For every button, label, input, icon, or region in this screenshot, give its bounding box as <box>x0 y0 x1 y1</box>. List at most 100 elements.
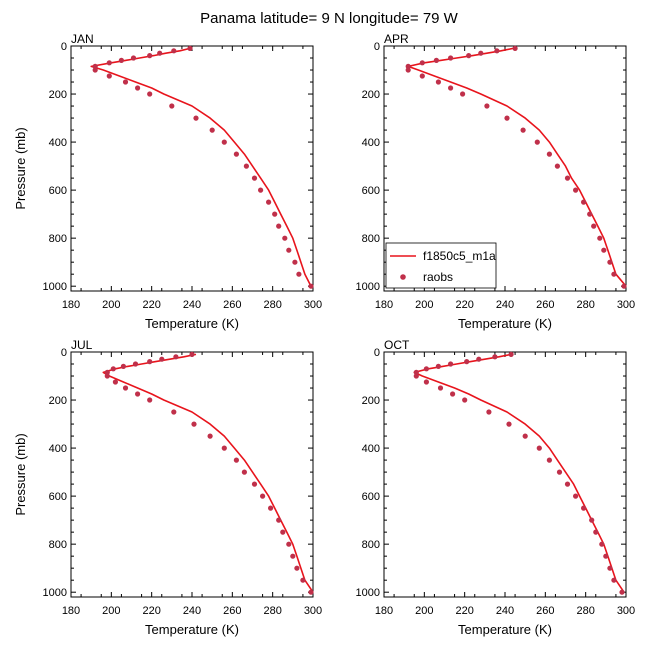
y-tick-label: 200 <box>49 89 67 101</box>
obs-point <box>147 53 153 59</box>
y-tick-label: 600 <box>362 185 380 197</box>
x-tick-label: 280 <box>576 605 594 617</box>
obs-point <box>484 103 490 109</box>
x-tick-label: 200 <box>102 299 120 311</box>
obs-point <box>478 50 484 56</box>
y-tick-label: 200 <box>362 395 380 407</box>
y-tick-label: 400 <box>362 137 380 149</box>
obs-point <box>573 493 579 499</box>
obs-point <box>209 127 215 133</box>
obs-point <box>448 85 454 91</box>
obs-point <box>520 127 526 133</box>
figure-title: Panama latitude= 9 N longitude= 79 W <box>200 10 459 27</box>
obs-point <box>413 373 419 379</box>
obs-point <box>286 247 292 253</box>
x-tick-label: 220 <box>455 299 473 311</box>
x-tick-label: 180 <box>375 605 393 617</box>
obs-point <box>207 433 213 439</box>
obs-point <box>308 589 314 595</box>
obs-point <box>159 356 165 362</box>
plot-frame <box>383 351 627 598</box>
y-tick-label: 0 <box>374 347 380 359</box>
legend-label: f1850c5_m1a <box>423 249 496 263</box>
obs-point <box>405 67 411 73</box>
y-tick-label: 200 <box>49 395 67 407</box>
obs-point <box>221 445 227 451</box>
obs-point <box>504 115 510 121</box>
obs-point <box>462 397 468 403</box>
y-axis-label: Pressure (mb) <box>13 127 28 209</box>
obs-point <box>581 505 587 511</box>
panel-title-apr: APR <box>384 32 409 46</box>
obs-point <box>258 187 264 193</box>
x-tick-label: 180 <box>375 299 393 311</box>
obs-point <box>437 385 444 391</box>
y-tick-label: 0 <box>61 347 67 359</box>
obs-point <box>187 45 193 52</box>
y-tick-label: 800 <box>362 539 380 551</box>
y-tick-label: 1000 <box>43 587 67 599</box>
y-tick-label: 0 <box>374 41 380 53</box>
x-tick-label: 300 <box>304 605 322 617</box>
obs-point <box>546 457 553 463</box>
series-line-model <box>413 353 625 593</box>
obs-point <box>193 115 199 121</box>
obs-point <box>266 199 272 205</box>
obs-point <box>221 139 227 145</box>
obs-point <box>171 409 177 415</box>
legend-label: raobs <box>423 270 453 284</box>
x-tick-label: 260 <box>536 299 554 311</box>
x-axis-label: Temperature (K) <box>145 622 239 637</box>
obs-point <box>591 223 597 229</box>
obs-point <box>413 369 419 375</box>
obs-point <box>135 85 141 91</box>
obs-point <box>546 151 553 157</box>
obs-point <box>280 529 286 535</box>
x-tick-label: 200 <box>415 299 433 311</box>
y-tick-label: 0 <box>61 41 67 53</box>
x-axis-label: Temperature (K) <box>458 316 552 331</box>
obs-point <box>243 163 249 169</box>
x-tick-label: 300 <box>304 299 322 311</box>
x-tick-label: 260 <box>536 605 554 617</box>
x-tick-label: 220 <box>455 605 473 617</box>
obs-point <box>448 361 454 367</box>
obs-point <box>122 385 129 391</box>
obs-point <box>135 391 141 397</box>
obs-point <box>587 211 593 217</box>
obs-point <box>423 379 429 385</box>
obs-point <box>423 366 429 372</box>
obs-point <box>122 79 129 85</box>
obs-point <box>466 53 472 59</box>
x-tick-label: 280 <box>576 299 594 311</box>
x-axis-label: Temperature (K) <box>145 316 239 331</box>
y-tick-label: 600 <box>49 491 67 503</box>
obs-point <box>191 421 197 427</box>
x-axis-label: Temperature (K) <box>458 622 552 637</box>
obs-point <box>104 369 110 375</box>
obs-point <box>189 351 195 357</box>
y-tick-label: 400 <box>49 137 67 149</box>
obs-point <box>508 351 514 357</box>
obs-point <box>147 397 153 403</box>
obs-point <box>619 589 625 595</box>
obs-point <box>593 529 599 535</box>
x-tick-label: 240 <box>496 605 514 617</box>
obs-point <box>607 565 613 571</box>
obs-point <box>435 79 441 85</box>
obs-point <box>486 409 492 415</box>
obs-point <box>260 493 266 499</box>
x-tick-label: 220 <box>142 299 160 311</box>
obs-point <box>292 259 298 265</box>
x-tick-label: 280 <box>263 299 281 311</box>
obs-point <box>556 469 563 475</box>
obs-point <box>294 565 300 571</box>
series-line-model <box>102 353 314 593</box>
y-tick-label: 400 <box>362 443 380 455</box>
obs-point <box>290 553 296 559</box>
y-tick-label: 400 <box>49 443 67 455</box>
y-tick-label: 600 <box>49 185 67 197</box>
y-tick-label: 200 <box>362 89 380 101</box>
legend-box <box>385 242 497 289</box>
y-tick-label: 800 <box>49 539 67 551</box>
